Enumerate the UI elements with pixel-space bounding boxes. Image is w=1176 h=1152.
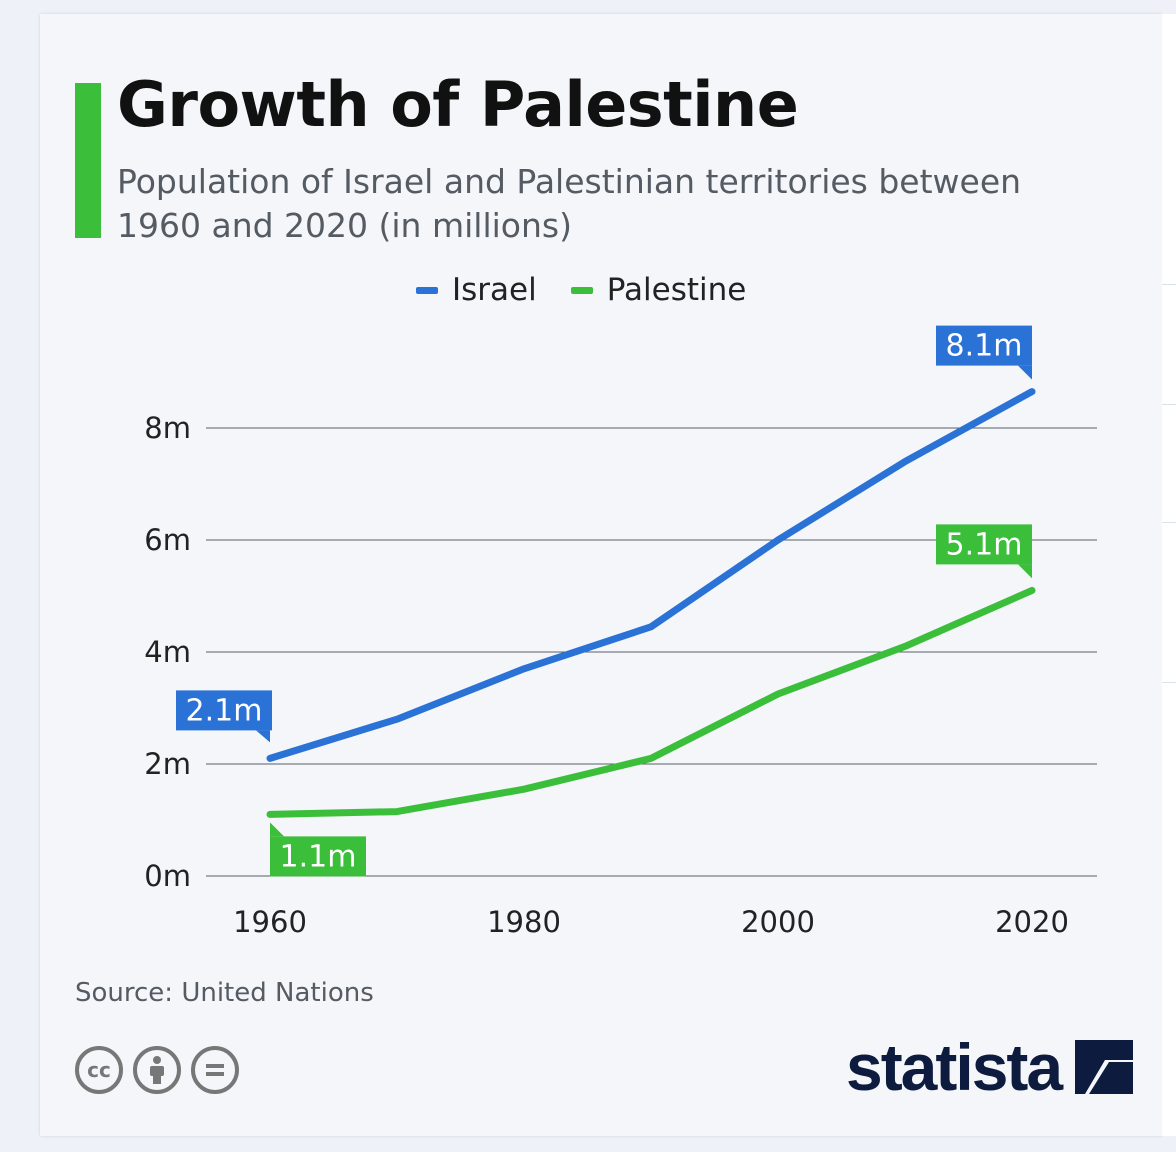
x-tick-label: 2020: [995, 905, 1069, 939]
y-tick-label: 2m: [144, 747, 191, 781]
y-tick-label: 4m: [144, 635, 191, 669]
strip-divider: [1162, 682, 1176, 683]
statista-mark-icon: [1075, 1040, 1134, 1094]
y-tick-label: 8m: [144, 411, 191, 445]
data-label-box: [176, 690, 272, 731]
no-derivatives-icon[interactable]: [191, 1046, 239, 1094]
data-label-pointer: [1018, 564, 1032, 579]
data-label: 2.1m: [186, 693, 263, 728]
strip-divider: [1162, 522, 1176, 523]
chart-title: Growth of Palestine: [117, 68, 799, 141]
data-label-pointer: [270, 822, 284, 837]
y-tick-label: 6m: [144, 523, 191, 557]
legend-swatch-israel: [416, 286, 438, 294]
strip-divider: [1162, 284, 1176, 285]
x-tick-label: 1980: [487, 905, 561, 939]
source-note: Source: United Nations: [75, 978, 374, 1008]
title-accent-bar: [75, 83, 101, 238]
legend-label-israel: Israel: [452, 272, 537, 308]
chart-legend: Israel Palestine: [416, 272, 780, 308]
legend-item-palestine: Palestine: [570, 272, 747, 308]
chart-card: [40, 14, 1162, 1136]
right-sidebar-strip: [1162, 14, 1176, 1136]
legend-item-israel: Israel: [416, 272, 537, 308]
data-label: 1.1m: [280, 839, 357, 874]
legend-label-palestine: Palestine: [606, 272, 747, 308]
strip-divider: [1162, 404, 1176, 405]
x-tick-label: 1960: [233, 905, 307, 939]
data-label-pointer: [1018, 365, 1032, 380]
license-icons: cc: [75, 1046, 249, 1094]
legend-swatch-palestine: [570, 286, 593, 294]
creative-commons-icon[interactable]: cc: [75, 1046, 123, 1094]
statista-logo[interactable]: statista: [846, 1030, 1134, 1104]
data-label-box: [936, 325, 1032, 366]
chart-subtitle: Population of Israel and Palestinian ter…: [117, 162, 1022, 245]
data-label-box: [936, 524, 1032, 565]
data-label: 8.1m: [946, 329, 1023, 364]
series-line-israel: [266, 388, 1036, 762]
attribution-icon[interactable]: [133, 1046, 181, 1094]
data-label: 5.1m: [946, 527, 1023, 562]
y-tick-label: 0m: [144, 859, 191, 893]
data-label-box: [270, 836, 366, 877]
brand-wordmark: statista: [846, 1030, 1063, 1104]
data-label-pointer: [256, 730, 270, 743]
x-tick-label: 2000: [741, 905, 815, 939]
